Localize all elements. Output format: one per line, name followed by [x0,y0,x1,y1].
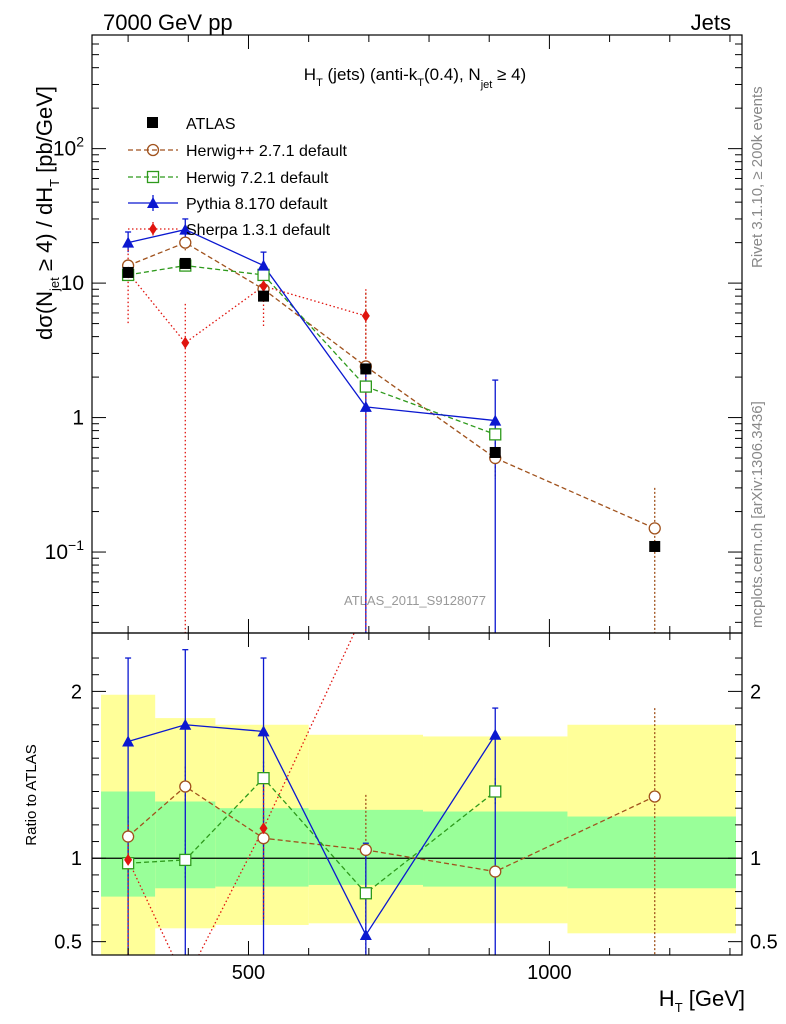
point-sherpa [361,309,370,322]
legend-herwig7: Herwig 7.2.1 default [186,170,329,187]
point-herwig7 [489,785,502,798]
main-ylabel: dσ(Njet ≥ 4) / dHT [pb/GeV] [32,86,62,340]
point-herwig7 [359,380,372,393]
chart-title: HT (jets) (anti-kT(0.4), Njet ≥ 4) [304,65,526,91]
point-sherpa [181,336,190,349]
main-ytick-label: 102 [53,134,84,161]
point-pythia [122,236,135,248]
point-herwig7 [257,268,270,282]
point-herwigpp [257,832,270,845]
band-inner [215,808,309,887]
point-pythia [179,223,192,235]
point-pythia [179,718,192,730]
ratio-series-group [121,633,661,955]
main-series-group [121,218,661,633]
legend-atlas: ATLAS [186,116,236,133]
xlabel: HT [GeV] [659,986,745,1015]
point-herwig7 [179,853,192,867]
ratio-ytick-label-left: 2 [71,681,82,703]
legend-marker-pythia [147,197,159,208]
point-atlas [122,266,134,278]
legend-sherpa: Sherpa 1.3.1 default [186,222,331,239]
legend-pythia: Pythia 8.170 default [186,196,328,213]
point-herwig7 [359,887,372,900]
ratio-ytick-label-right: 0.5 [750,932,778,954]
analysis-watermark: ATLAS_2011_S9128077 [344,593,486,608]
point-atlas [258,290,270,302]
legend-marker-herwigpp [146,143,160,157]
point-atlas [489,446,501,458]
point-pythia [122,735,135,747]
legend-marker-sherpa [149,223,157,235]
point-pythia [359,928,372,940]
point-atlas [649,540,661,552]
point-herwigpp [648,522,661,535]
point-pythia [257,259,270,271]
ratio-ytick-label-left: 0.5 [54,932,82,954]
source-label: mcplots.cern.ch [arXiv:1306.3436] [749,401,766,628]
series-line-sherpa [127,272,367,344]
point-herwigpp [648,790,661,803]
ratio-ytick-label-right: 2 [750,681,761,703]
legend-marker-herwig7 [146,170,160,184]
header-left: 7000 GeV pp [103,10,233,35]
xtick-label: 500 [232,962,265,984]
series-line-herwigpp [127,241,655,529]
ratio-ylabel: Ratio to ATLAS [23,744,40,845]
band-inner [567,816,736,889]
point-herwigpp [489,865,502,878]
axes-group: 10−1 1 10 102 0.5 0.5 1 1 2 2 500 1000 [45,34,778,984]
point-pythia [257,725,270,737]
ratio-ytick-label-right: 1 [750,848,761,870]
point-herwigpp [179,780,192,793]
xtick-label: 1000 [527,962,572,984]
point-herwigpp [359,843,372,857]
point-herwig7 [257,772,270,785]
point-pythia [359,400,372,412]
main-ytick-label: 1 [72,407,84,430]
point-pythia [489,414,502,426]
ratio-ytick-label-left: 1 [71,848,82,870]
legend: ATLAS Herwig++ 2.7.1 default Herwig 7.2.… [128,116,348,239]
series-line-sherpa [127,633,355,955]
series-line-herwig7 [128,264,496,435]
point-herwigpp [121,830,135,843]
legend-marker-atlas [147,117,158,128]
point-atlas [179,257,191,269]
ratio-frame [91,632,743,956]
main-ytick-label: 10 [61,272,84,295]
point-atlas [360,363,372,375]
point-sherpa [259,822,268,835]
point-sherpa [259,280,268,293]
point-herwigpp [179,236,192,249]
ratio-uncertainty-bands [92,694,742,955]
rivet-label: Rivet 3.1.10, ≥ 200k events [749,86,766,268]
point-herwig7 [489,428,502,441]
header-right: Jets [691,10,731,35]
point-sherpa [124,853,133,866]
main-ytick-label: 10−1 [45,537,85,564]
point-pythia [489,728,502,740]
legend-herwigpp: Herwig++ 2.7.1 default [186,143,348,160]
series-line-herwigpp [127,785,656,873]
